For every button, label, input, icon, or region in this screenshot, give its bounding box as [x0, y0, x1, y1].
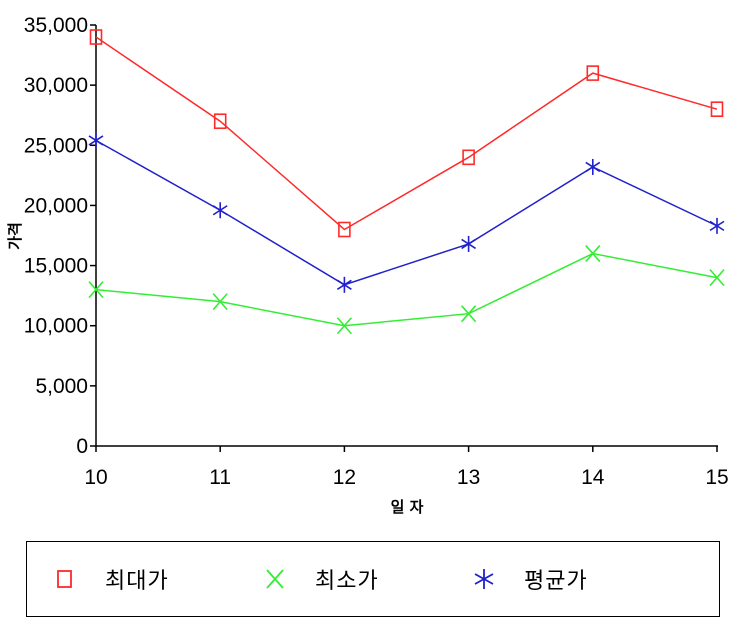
- data-point-square: [213, 113, 227, 130]
- y-tick-label: 15,000: [24, 255, 88, 278]
- series-line: [95, 36, 718, 231]
- data-point-square: [586, 65, 600, 81]
- legend-item-min: 최소가: [263, 564, 379, 594]
- y-tick-label: 35,000: [24, 14, 88, 37]
- x-tick-label: 10: [84, 466, 107, 489]
- marker-stroke: [461, 238, 477, 250]
- y-tick-label: 0: [76, 435, 88, 458]
- series-group: [88, 29, 725, 335]
- x-tick-label: 14: [581, 466, 605, 489]
- legend-label-min: 최소가: [315, 569, 379, 594]
- square-marker-icon: [57, 570, 72, 588]
- data-point-x: [336, 317, 353, 335]
- legend-item-avg: 평균가: [472, 564, 588, 594]
- marker-stroke: [709, 269, 725, 287]
- ticks: 0 5,000 10,000 15,000 20,000 25,000 30,000 35,0…: [24, 14, 729, 489]
- y-tick-label: 20,000: [24, 194, 88, 217]
- legend-label-avg: 평균가: [524, 569, 588, 594]
- data-point-x: [212, 293, 228, 311]
- marker-stroke: [212, 293, 228, 311]
- x-marker-icon: [266, 569, 284, 589]
- marker-stroke: [709, 220, 725, 232]
- legend: 최대가 최소가 평균가: [26, 541, 720, 617]
- data-point-x: [88, 281, 104, 299]
- line-chart: 0 5,000 10,000 15,000 20,000 25,000 30,000 35,0…: [6, 14, 729, 516]
- marker-stroke: [585, 161, 601, 173]
- y-tick-label: 10,000: [24, 315, 88, 338]
- marker-stroke: [460, 305, 477, 323]
- x-tick-label: 13: [457, 466, 480, 489]
- x-tick-label: 15: [705, 466, 728, 489]
- series-3: [88, 132, 725, 293]
- data-point-square: [710, 101, 724, 117]
- data-point-asterisk: [585, 158, 601, 175]
- data-point-asterisk: [88, 132, 104, 149]
- data-point-square: [89, 29, 103, 45]
- marker-stroke: [88, 281, 104, 299]
- data-point-asterisk: [212, 202, 228, 219]
- series-2: [88, 245, 725, 335]
- marker-stroke: [212, 205, 228, 216]
- axes: [95, 25, 718, 447]
- data-point-x: [585, 245, 601, 263]
- y-tick-label: 25,000: [24, 134, 88, 157]
- marker-stroke: [336, 279, 352, 290]
- y-axis-title: 가격: [6, 222, 24, 250]
- y-tick-label: 5,000: [35, 375, 88, 398]
- x-tick-label: 11: [209, 466, 231, 489]
- x-tick-label: 12: [333, 466, 356, 489]
- x-axis-title: 일 자: [391, 498, 424, 516]
- marker-stroke: [585, 245, 601, 263]
- y-tick-label: 30,000: [24, 74, 88, 97]
- series-line: [95, 252, 718, 327]
- data-point-asterisk: [461, 235, 477, 252]
- data-point-square: [462, 149, 475, 166]
- data-point-square: [338, 221, 351, 238]
- marker-stroke: [336, 317, 353, 335]
- legend-label-max: 최대가: [105, 569, 169, 594]
- data-point-x: [709, 269, 725, 287]
- marker-stroke: [88, 135, 104, 146]
- asterisk-marker-icon: [474, 569, 494, 589]
- data-point-asterisk: [709, 217, 725, 234]
- series-line: [95, 139, 718, 286]
- legend-item-max: 최대가: [53, 564, 169, 594]
- data-point-asterisk: [336, 276, 352, 293]
- series-1: [89, 29, 724, 238]
- data-point-x: [460, 305, 477, 323]
